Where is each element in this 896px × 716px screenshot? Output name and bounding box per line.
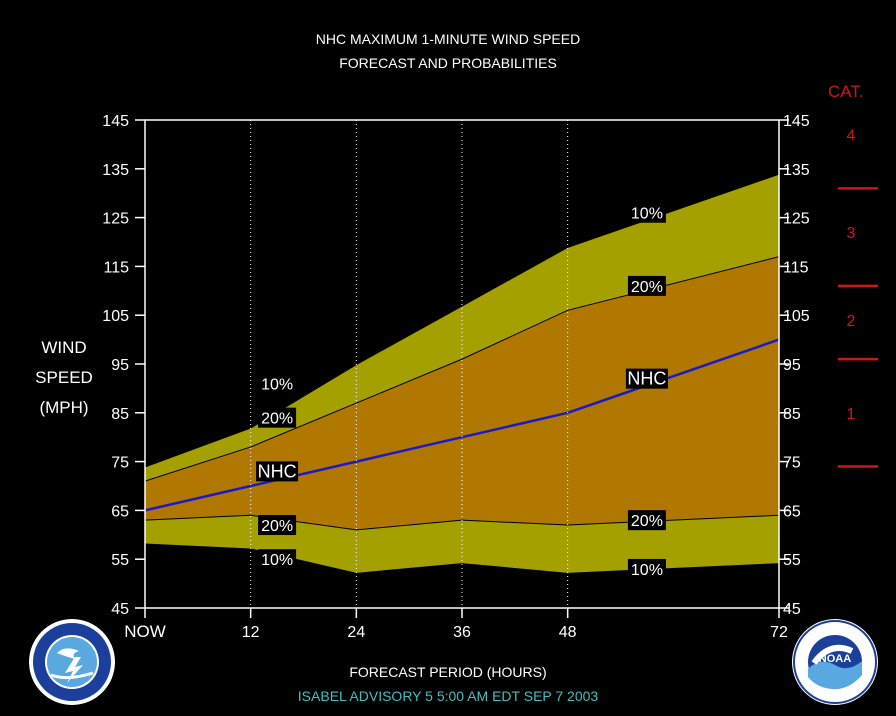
series-line-5 <box>144 543 780 575</box>
series-label-box-1 <box>258 373 297 394</box>
series-line-4 <box>144 514 780 531</box>
y-tick-label-left-55: 55 <box>111 552 129 569</box>
category-label-3: 3 <box>847 225 856 242</box>
advisory-footer: ISABEL ADVISORY 5 5:00 AM EDT SEP 7 2003 <box>297 688 599 704</box>
series-label-box-3 <box>256 461 299 482</box>
y-tick-label-left-115: 115 <box>103 259 129 276</box>
series-label-9: 20% <box>631 513 663 530</box>
svg-text:NOAA: NOAA <box>819 653 851 665</box>
y-tick-label-left-105: 105 <box>102 308 129 325</box>
y-tick-label-right-105: 105 <box>783 308 810 325</box>
series-line-1 <box>144 172 780 468</box>
y-tick-label-left-95: 95 <box>111 357 129 374</box>
y-tick-label-right-135: 135 <box>783 162 810 179</box>
category-title: CAT. <box>828 82 864 101</box>
x-tick-label-NOW: NOW <box>124 622 166 641</box>
series-label-box-8 <box>625 368 668 389</box>
series-line-3 <box>144 338 780 512</box>
y-tick-label-right-65: 65 <box>783 503 801 520</box>
x-axis-label: FORECAST PERIOD (HOURS) <box>349 664 547 680</box>
series-label-7: 20% <box>631 279 663 296</box>
y-tick-label-right-45: 45 <box>783 601 801 618</box>
y-tick-label-left-145: 145 <box>102 113 129 130</box>
x-tick-label-12: 12 <box>242 624 260 641</box>
series-label-4: 20% <box>261 518 293 535</box>
series-label-8: NHC <box>627 369 666 389</box>
y-axis-label-line2: SPEED <box>35 368 93 387</box>
category-label-2: 2 <box>847 313 856 330</box>
y-tick-label-left-75: 75 <box>111 455 129 472</box>
y-tick-label-left-125: 125 <box>102 211 129 228</box>
y-tick-label-right-75: 75 <box>783 455 801 472</box>
series-label-box-10 <box>627 558 666 579</box>
x-tick-label-48: 48 <box>559 624 577 641</box>
category-label-4: 4 <box>847 128 856 145</box>
series-label-10: 10% <box>631 562 663 579</box>
series-label-box-6 <box>627 202 666 223</box>
y-tick-label-right-85: 85 <box>783 406 801 423</box>
series-label-6: 10% <box>631 206 663 223</box>
series-label-2: 20% <box>261 411 293 428</box>
y-tick-label-left-65: 65 <box>111 503 129 520</box>
series-label-1: 10% <box>261 377 293 394</box>
series-label-box-9 <box>627 510 666 531</box>
x-tick-label-72: 72 <box>770 624 788 641</box>
series-label-3: NHC <box>258 461 297 481</box>
noaa-logo-icon: NOAA <box>792 619 878 705</box>
series-line-2 <box>144 256 780 482</box>
y-tick-label-left-85: 85 <box>111 406 129 423</box>
chart-title-line1: NHC MAXIMUM 1-MINUTE WIND SPEED <box>315 31 581 47</box>
nws-logo-icon <box>29 619 115 705</box>
chart-title-line2: FORECAST AND PROBABILITIES <box>339 55 557 71</box>
y-tick-label-right-95: 95 <box>783 357 801 374</box>
series-label-box-2 <box>258 407 297 428</box>
series-label-box-4 <box>258 515 297 536</box>
category-label-1: 1 <box>847 406 856 423</box>
y-tick-label-right-115: 115 <box>783 259 809 276</box>
series-label-5: 10% <box>261 552 293 569</box>
y-axis-label-line1: WIND <box>41 338 87 357</box>
y-tick-label-right-55: 55 <box>783 552 801 569</box>
x-tick-label-24: 24 <box>347 624 365 641</box>
series-label-box-7 <box>627 275 666 296</box>
y-tick-label-left-45: 45 <box>111 601 129 618</box>
y-axis-label-line3: (MPH) <box>39 398 89 417</box>
series-label-box-5 <box>258 549 297 570</box>
y-tick-label-right-125: 125 <box>783 211 810 228</box>
y-tick-label-left-135: 135 <box>102 162 129 179</box>
y-tick-label-right-145: 145 <box>783 113 810 130</box>
inner-probability-band <box>145 256 779 530</box>
x-tick-label-36: 36 <box>453 624 471 641</box>
